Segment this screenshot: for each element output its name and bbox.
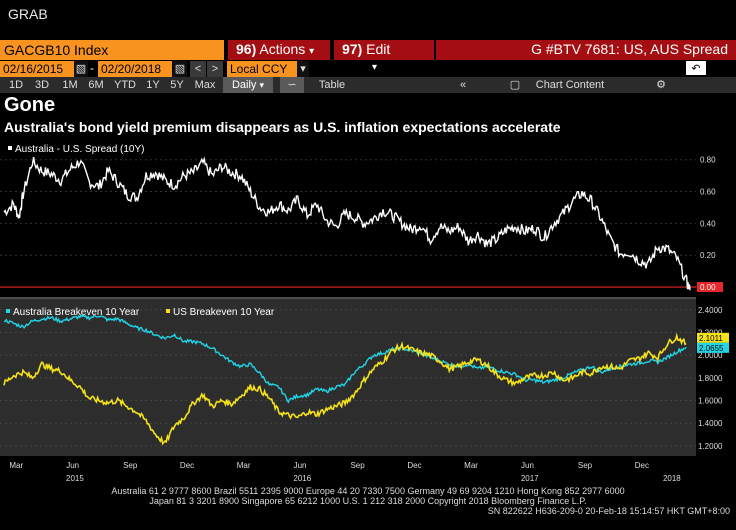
chevron-down-icon: ▾: [372, 62, 378, 73]
spread-gridlines: [0, 159, 696, 256]
series-line-australia-breakeven: [4, 314, 687, 404]
y-tick-label: 0.80: [700, 156, 716, 165]
y-tick-label: 2.0000: [698, 351, 723, 360]
last-value-australia: 2.0655: [699, 344, 724, 353]
table-button[interactable]: Table: [306, 77, 358, 93]
legend-label-spread: Australia - U.S. Spread (10Y): [15, 144, 145, 155]
ticker-field[interactable]: GACGB10 Index: [0, 40, 224, 60]
x-year-label: 2018: [663, 474, 681, 483]
y-tick-label: 0.20: [700, 251, 716, 260]
spread-y-axis: 0.80 0.60 0.40 0.20: [700, 156, 716, 261]
chart-title-tab[interactable]: G #BTV 7681: US, AUS Spread: [436, 40, 736, 60]
last-value-spread: 0.00: [700, 283, 716, 292]
chart-content-button[interactable]: Chart Content: [528, 77, 612, 93]
legend-swatch-us: [166, 309, 170, 313]
legend-spread: Australia - U.S. Spread (10Y): [8, 144, 145, 155]
last-value-badge-australia: [697, 342, 729, 353]
x-tick-label: Sep: [578, 461, 593, 470]
last-value-badge-us: [697, 332, 729, 343]
range-6m[interactable]: 6M: [84, 77, 108, 93]
chevron-down-icon: ▾: [309, 46, 315, 57]
series-line-spread: [3, 156, 691, 291]
edit-menu-button[interactable]: 97) Edit ▾: [334, 40, 434, 73]
x-year-label: 2016: [293, 474, 311, 483]
headline: Gone: [4, 94, 56, 116]
legend-label-us: US Breakeven 10 Year: [173, 307, 275, 318]
gear-icon[interactable]: ⚙: [650, 77, 672, 93]
chart-area: Australia - U.S. Spread (10Y) Australia …: [0, 137, 736, 483]
y-tick-label: 1.6000: [698, 397, 723, 406]
chevron-down-icon[interactable]: ▾: [297, 61, 309, 77]
undo-icon[interactable]: ↶: [686, 61, 706, 75]
y-tick-label: 0.40: [700, 219, 716, 228]
y-tick-label: 1.4000: [698, 419, 723, 428]
legend-label-australia: Australia Breakeven 10 Year: [13, 307, 140, 318]
calendar-icon[interactable]: ▧: [173, 61, 187, 77]
calendar-icon[interactable]: ▧: [74, 61, 88, 77]
x-tick-label: Dec: [180, 461, 194, 470]
footer-line-2: Japan 81 3 3201 8900 Singapore 65 6212 1…: [149, 496, 587, 506]
next-arrow-icon[interactable]: >: [207, 61, 223, 77]
y-tick-label: 0.60: [700, 188, 716, 197]
x-tick-label: Dec: [407, 461, 421, 470]
x-year-label: 2017: [521, 474, 539, 483]
edit-number: 97): [342, 41, 363, 57]
x-tick-label: Mar: [237, 461, 251, 470]
range-1d[interactable]: 1D: [4, 77, 28, 93]
x-tick-label: Sep: [123, 461, 138, 470]
prev-arrow-icon[interactable]: <: [190, 61, 206, 77]
range-5y[interactable]: 5Y: [166, 77, 188, 93]
actions-number: 96): [236, 41, 257, 57]
date-separator: -: [90, 61, 94, 75]
x-tick-label: Jun: [294, 461, 307, 470]
series-line-us-breakeven: [3, 332, 687, 446]
y-tick-label: 1.2000: [698, 442, 723, 451]
x-tick-label: Mar: [464, 461, 478, 470]
end-date-input[interactable]: 02/20/2018: [98, 61, 172, 77]
x-axis: Mar Jun Sep Dec Mar Jun Sep Dec Mar Jun Sep Dec 2015…: [9, 461, 681, 483]
subheadline: Australia's bond yield premium disappear…: [4, 119, 561, 135]
edit-label: Edit: [366, 41, 391, 57]
range-ytd[interactable]: YTD: [110, 77, 140, 93]
actions-label: Actions: [259, 41, 306, 57]
legend-swatch-australia: [6, 309, 10, 313]
start-date-input[interactable]: 02/16/2015: [0, 61, 74, 77]
last-value-badge-spread: [697, 282, 723, 293]
footer: Australia 61 2 9777 8600 Brazil 5511 239…: [0, 486, 736, 516]
actions-menu-button[interactable]: 96) Actions ▾: [228, 40, 330, 60]
collapse-left-icon[interactable]: «: [452, 77, 474, 93]
y-tick-label: 1.8000: [698, 374, 723, 383]
y-tick-label: 2.4000: [698, 306, 723, 315]
grab-label: GRAB: [8, 6, 48, 22]
footer-line-3: SN 822622 H636-209-0 20-Feb-18 15:14:57 …: [487, 506, 730, 516]
y-axis-area: [696, 137, 736, 456]
x-tick-label: Sep: [350, 461, 365, 470]
frequency-label: Daily: [231, 79, 257, 91]
x-year-label: 2015: [66, 474, 84, 483]
x-tick-label: Dec: [635, 461, 649, 470]
breakeven-gridlines: [0, 309, 696, 447]
x-tick-label: Jun: [521, 461, 534, 470]
legend-swatch-spread: [8, 146, 12, 150]
footer-line-1: Australia 61 2 9777 8600 Brazil 5511 239…: [111, 486, 625, 496]
last-value-us: 2.1011: [699, 334, 723, 343]
range-3d[interactable]: 3D: [30, 77, 54, 93]
legend-breakeven: Australia Breakeven 10 Year US Breakeven…: [6, 307, 275, 318]
x-tick-label: Mar: [9, 461, 23, 470]
range-max[interactable]: Max: [190, 77, 220, 93]
currency-select[interactable]: Local CCY: [227, 61, 297, 77]
x-tick-label: Jun: [66, 461, 79, 470]
line-chart-icon[interactable]: ∽: [280, 77, 304, 93]
zoom-icon[interactable]: ▢: [505, 77, 525, 93]
frequency-select[interactable]: Daily ▾: [223, 77, 273, 93]
range-1m[interactable]: 1M: [57, 77, 83, 93]
range-1y[interactable]: 1Y: [142, 77, 164, 93]
chevron-down-icon: ▾: [259, 80, 265, 90]
